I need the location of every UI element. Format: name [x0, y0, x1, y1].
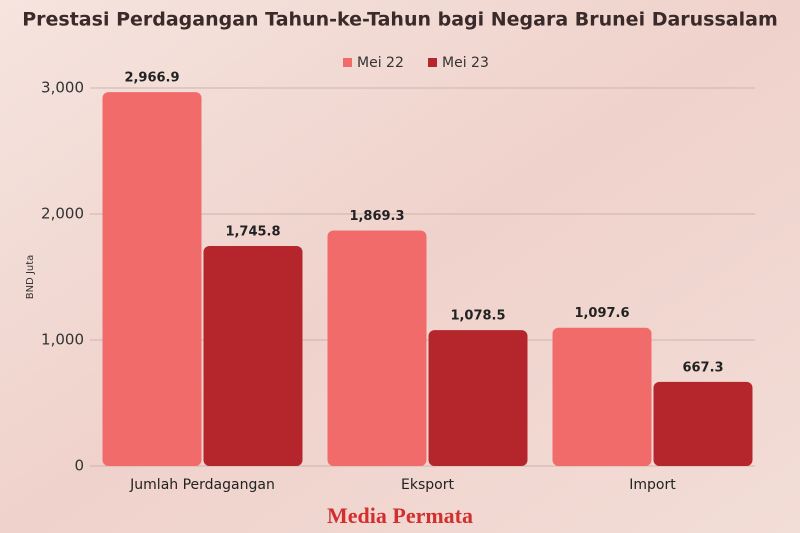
x-tick-label: Eksport — [401, 477, 454, 493]
bar — [203, 246, 303, 466]
legend-label: Mei 22 — [357, 55, 404, 71]
bar — [327, 230, 427, 466]
legend-label: Mei 23 — [442, 55, 489, 71]
legend-swatch — [343, 58, 352, 67]
y-tick-label: 2,000 — [41, 205, 84, 223]
y-tick-label: 0 — [74, 457, 84, 475]
y-tick-label: 1,000 — [41, 331, 84, 349]
bar — [102, 92, 202, 467]
chart-title: Prestasi Perdagangan Tahun-ke-Tahun bagi… — [22, 9, 778, 31]
bar — [552, 327, 652, 466]
x-tick-label: Jumlah Perdagangan — [129, 477, 275, 493]
value-label: 1,745.8 — [225, 225, 280, 240]
y-axis-label: BND Juta — [25, 255, 36, 300]
value-label: 1,869.3 — [349, 209, 404, 224]
value-label: 667.3 — [682, 360, 723, 375]
legend-swatch — [428, 58, 437, 67]
bar — [653, 381, 753, 466]
value-label: 1,097.6 — [574, 306, 629, 321]
footer-brand: Media Permata — [327, 503, 473, 528]
value-label: 2,966.9 — [124, 71, 179, 86]
bar — [428, 330, 528, 466]
y-tick-label: 3,000 — [41, 79, 84, 97]
value-label: 1,078.5 — [450, 309, 505, 324]
x-tick-label: Import — [629, 477, 676, 493]
